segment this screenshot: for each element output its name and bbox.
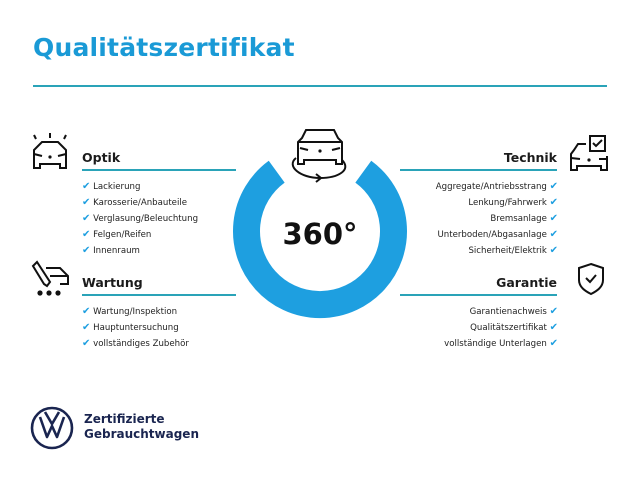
check-icon: ✔ — [82, 197, 91, 208]
title-divider — [33, 85, 607, 87]
optik-list: ✔ Lackierung ✔ Karosserie/Anbauteile ✔ V… — [82, 179, 198, 259]
check-icon: ✔ — [82, 213, 91, 224]
list-item: ✔ Innenraum — [82, 245, 140, 256]
garantie-divider — [400, 294, 557, 296]
check-icon: ✔ — [549, 338, 558, 349]
list-item: ✔ Felgen/Reifen — [82, 229, 152, 240]
check-icon: ✔ — [549, 229, 558, 240]
wartung-list: ✔ Wartung/Inspektion ✔ Hauptuntersuchung… — [82, 304, 189, 352]
list-item: Qualitätszertifikat ✔ — [470, 322, 558, 333]
car-checklist-icon — [570, 135, 608, 171]
brand-text: Zertifizierte Gebrauchtwagen — [84, 412, 199, 442]
list-item: Lenkung/Fahrwerk ✔ — [468, 197, 558, 208]
list-item: ✔ Verglasung/Beleuchtung — [82, 213, 199, 224]
check-icon: ✔ — [82, 338, 91, 349]
list-item: ✔ vollständiges Zubehör — [82, 338, 189, 349]
list-item: Garantienachweis ✔ — [469, 306, 558, 317]
car-lights-icon — [33, 133, 67, 169]
check-icon: ✔ — [82, 322, 91, 333]
check-360-badge: 360° Gebrauchtwagen-Check — [233, 129, 407, 330]
technik-divider — [400, 169, 557, 171]
check-icon: ✔ — [82, 181, 91, 192]
check-icon: ✔ — [549, 306, 558, 317]
check-icon: ✔ — [82, 306, 91, 317]
vw-logo — [30, 406, 74, 450]
brand-line1: Zertifizierte — [84, 412, 165, 426]
check-icon: ✔ — [549, 322, 558, 333]
check-icon: ✔ — [549, 245, 558, 256]
list-item: vollständige Unterlagen ✔ — [444, 338, 558, 349]
technik-list: Aggregate/Antriebsstrang ✔ Lenkung/Fahrw… — [436, 179, 558, 259]
list-item: Sicherheit/Elektrik ✔ — [468, 245, 558, 256]
brand-line2: Gebrauchtwagen — [84, 427, 199, 441]
list-item: ✔ Lackierung — [82, 181, 141, 192]
list-item: ✔ Hauptuntersuchung — [82, 322, 179, 333]
page-title: Qualitätszertifikat — [33, 33, 295, 62]
list-item: Bremsanlage ✔ — [490, 213, 558, 224]
check-icon: ✔ — [549, 197, 558, 208]
car-rotate-icon — [291, 129, 347, 183]
list-item: Aggregate/Antriebsstrang ✔ — [435, 181, 558, 192]
section-heading-wartung: Wartung — [82, 275, 143, 290]
list-item: ✔ Karosserie/Anbauteile — [82, 197, 188, 208]
section-heading-technik: Technik — [503, 150, 557, 165]
center-label: 360° — [282, 217, 357, 251]
list-item: Unterboden/Abgasanlage ✔ — [437, 229, 559, 240]
garantie-list: Garantienachweis ✔ Qualitätszertifikat ✔… — [444, 304, 558, 352]
optik-divider — [82, 169, 236, 171]
check-icon: ✔ — [82, 245, 91, 256]
ring-arc — [233, 160, 407, 319]
check-icon: ✔ — [549, 213, 558, 224]
list-item: ✔ Wartung/Inspektion — [82, 306, 178, 317]
check-icon: ✔ — [82, 229, 91, 240]
wartung-divider — [82, 294, 236, 296]
shield-check-icon — [578, 262, 604, 296]
section-heading-garantie: Garantie — [496, 275, 557, 290]
check-icon: ✔ — [549, 181, 558, 192]
section-heading-optik: Optik — [82, 150, 121, 165]
service-truck-icon — [31, 260, 69, 296]
